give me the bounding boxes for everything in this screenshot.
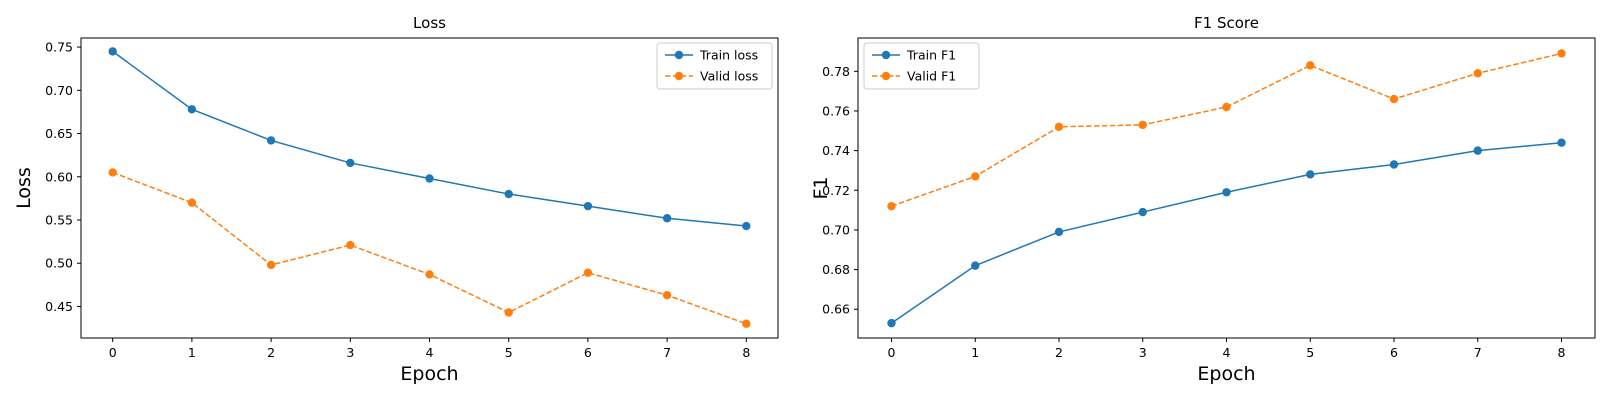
loss-legend: Train loss Valid loss [656,42,773,90]
train-f1-point [1306,170,1315,179]
f1-legend: Train F1 Valid F1 [863,42,980,90]
valid-f1-point [1389,94,1399,104]
loss-y-tick-label: 0.70 [45,83,73,98]
train-f1-point [887,318,896,328]
train-loss-point [583,201,593,211]
loss-x-tick-label: 3 [346,345,354,360]
train-f1-point [1138,207,1147,217]
valid-loss-point [108,168,117,177]
train-f1-point [1054,227,1064,237]
train-loss-point [662,214,672,223]
train-loss-point [504,189,513,199]
valid-f1-point [1138,120,1147,130]
loss-x-tick-label: 7 [663,345,671,360]
loss-chart-title: Loss [413,14,446,32]
f1-x-axis-label: Epoch [1197,363,1255,385]
valid-f1-point [971,172,980,181]
loss-x-tick-label: 4 [426,345,434,360]
valid-f1-point [1306,61,1315,70]
loss-y-tick-label: 0.65 [45,126,73,141]
valid-loss-legend-label: Valid loss [700,69,758,84]
loss-plot-area: 0 1 2 3 4 5 6 7 8 0.45 0.50 0.55 0.60 0.65 0.70 0.75 [45,37,779,360]
loss-x-tick-label: 2 [267,345,275,360]
valid-loss-point [662,291,672,300]
f1-x-tick-label: 2 [1055,345,1063,360]
train-f1-point [1222,188,1231,197]
loss-x-tick-label: 0 [109,345,117,360]
valid-loss-legend-marker [674,71,684,81]
loss-y-axis-label: Loss [13,167,35,209]
valid-f1-line [891,52,1562,207]
valid-f1-point [887,201,896,211]
loss-x-tick-label: 8 [742,345,750,360]
train-f1-point [1389,160,1399,169]
loss-x-axis-label: Epoch [400,363,458,385]
loss-x-tick-label: 1 [188,345,196,360]
train-f1-point [1473,146,1482,155]
train-loss-legend-label: Train loss [699,48,758,63]
train-f1-line [891,141,1562,324]
f1-x-tick-label: 4 [1223,345,1231,360]
train-loss-point [187,105,197,114]
f1-y-tick-label: 0.68 [822,262,850,277]
valid-loss-point [266,260,276,270]
f1-x-tick-label: 1 [971,345,979,360]
train-loss-point [266,136,276,145]
f1-x-tick-label: 5 [1306,345,1314,360]
f1-x-tick-label: 6 [1390,345,1398,360]
train-loss-point [425,174,434,183]
f1-chart: F1 Score 0 1 2 3 4 5 6 7 8 0.66 0.68 0.70 0.72 0.74 0.… [810,14,1596,385]
loss-x-tick-label: 5 [505,345,513,360]
f1-y-tick-label: 0.74 [822,143,850,158]
train-loss-line [112,50,747,227]
loss-y-tick-label: 0.75 [45,40,73,55]
loss-y-tick-label: 0.45 [45,299,73,314]
f1-y-tick-label: 0.76 [822,103,850,118]
train-f1-point [1557,138,1566,147]
train-loss-point [742,221,751,231]
loss-chart: Loss 0 1 2 3 4 5 6 7 8 0.45 0.50 0.55 0.60 0.65 0.70 0.… [13,14,779,385]
valid-f1-point [1557,49,1566,58]
valid-loss-point [425,270,434,279]
valid-loss-line [112,171,747,325]
train-f1-legend-label: Train F1 [906,48,956,63]
f1-chart-title: F1 Score [1194,14,1259,32]
f1-x-tick-label: 0 [888,345,896,360]
train-loss-point [346,158,355,168]
f1-y-tick-label: 0.66 [822,302,850,317]
valid-loss-point [583,268,593,277]
valid-loss-point [504,308,513,317]
valid-f1-point [1222,102,1231,112]
valid-loss-point [187,198,197,207]
valid-loss-point [742,319,751,328]
f1-y-tick-label: 0.70 [822,222,850,237]
train-f1-point [971,261,980,270]
f1-y-tick-label: 0.78 [822,64,850,79]
f1-x-tick-label: 3 [1139,345,1147,360]
f1-x-tick-label: 8 [1558,345,1566,360]
train-f1-legend-marker [881,50,891,60]
loss-x-tick-label: 6 [584,345,592,360]
loss-y-tick-label: 0.50 [45,256,73,271]
train-loss-point [108,47,117,56]
f1-plot-area: 0 1 2 3 4 5 6 7 8 0.66 0.68 0.70 0.72 0.74 0.76 0.78 [822,37,1596,360]
valid-f1-legend-label: Valid F1 [907,69,956,84]
f1-x-tick-label: 7 [1474,345,1482,360]
valid-loss-point [346,240,355,250]
loss-y-tick-label: 0.55 [45,212,73,227]
f1-y-tick-label: 0.72 [822,183,850,198]
train-loss-legend-marker [674,50,684,60]
f1-y-axis-label: F1 [810,176,832,199]
valid-f1-point [1054,122,1064,132]
loss-y-tick-label: 0.60 [45,169,73,184]
valid-f1-legend-marker [881,71,891,81]
valid-f1-point [1473,69,1482,78]
